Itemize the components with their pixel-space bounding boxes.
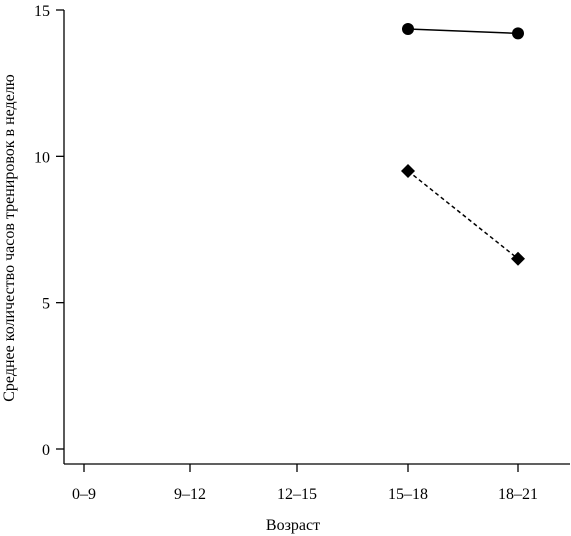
y-ticks: 0 5 10 15 xyxy=(34,3,64,459)
x-tick-label: 18–21 xyxy=(498,486,538,503)
x-axis-title: Возраст xyxy=(266,517,320,534)
series-line xyxy=(407,28,519,35)
x-tick-label: 12–15 xyxy=(277,486,317,503)
y-tick-label: 15 xyxy=(34,3,50,20)
data-point-circle xyxy=(512,27,524,40)
y-tick-label: 5 xyxy=(42,296,50,313)
data-point-diamond xyxy=(401,163,415,178)
axes xyxy=(63,10,570,465)
y-axis-title: Среднее количество часов тренировок в не… xyxy=(1,74,18,402)
x-tick-label: 15–18 xyxy=(388,486,428,503)
y-tick-label: 10 xyxy=(34,149,50,166)
series-line xyxy=(407,170,519,260)
y-tick-label: 0 xyxy=(42,442,50,459)
x-tick-label: 9–12 xyxy=(174,486,206,503)
data-point-diamond xyxy=(511,251,525,266)
x-tick-label: 0–9 xyxy=(72,486,96,503)
series-layer xyxy=(401,23,525,266)
x-ticks: 0–9 9–12 12–15 15–18 18–21 xyxy=(72,464,538,503)
data-point-circle xyxy=(402,23,414,36)
